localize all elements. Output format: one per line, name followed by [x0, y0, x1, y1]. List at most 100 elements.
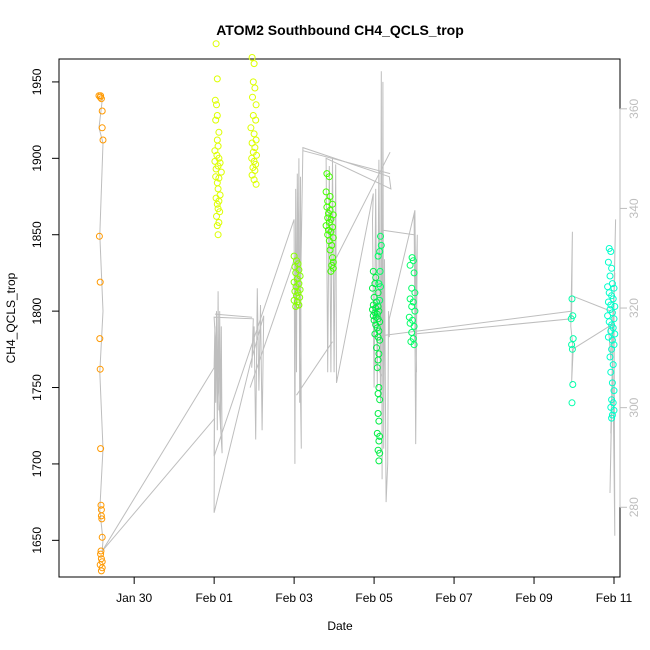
chart-title: ATOM2 Southbound CH4_QCLS_trop [216, 22, 464, 38]
data-point [97, 550, 105, 558]
data-point [215, 174, 223, 182]
data-point [213, 136, 221, 144]
data-point [292, 303, 300, 310]
data-point [609, 361, 617, 369]
data-point [213, 200, 221, 208]
data-point [211, 147, 219, 155]
data-point [410, 341, 418, 349]
data-point [375, 437, 383, 445]
y2-tick-label: 320 [627, 298, 641, 318]
data-point [215, 128, 223, 136]
grey-connector-line [214, 313, 253, 318]
data-point [252, 116, 260, 124]
data-point [611, 303, 619, 310]
data-point [98, 515, 106, 523]
data-point [608, 345, 616, 353]
data-point [408, 284, 416, 292]
data-point [374, 356, 382, 364]
data-point [97, 501, 105, 509]
data-point [376, 336, 384, 344]
y2-tick-label: 360 [627, 98, 641, 118]
data-point [96, 278, 104, 286]
data-point [409, 298, 417, 306]
data-point [329, 200, 336, 208]
data-point [97, 445, 105, 453]
y-axis-label: CH4_QCLS_trop [4, 272, 18, 363]
data-point [98, 564, 106, 572]
x-tick-label: Feb 05 [355, 591, 393, 605]
data-point [211, 96, 219, 104]
data-point [249, 78, 257, 86]
data-point [373, 364, 381, 372]
x-tick-label: Feb 01 [195, 591, 233, 605]
data-point [325, 173, 333, 181]
data-point [607, 301, 615, 309]
data-point [98, 533, 106, 541]
data-point [249, 93, 256, 101]
grey-connector-line [382, 310, 573, 337]
x-axis-label: Date [327, 619, 353, 633]
data-point [97, 92, 105, 100]
plot-area-frame [58, 58, 621, 578]
data-point [99, 136, 107, 144]
data-point [95, 232, 103, 240]
data-point [322, 188, 330, 196]
data-point [376, 296, 384, 304]
data-point [98, 107, 106, 115]
data-point [568, 341, 576, 349]
data-point [96, 365, 104, 373]
data-point [376, 432, 384, 440]
data-point [212, 116, 220, 124]
data-point [251, 144, 259, 152]
data-point [251, 84, 259, 92]
data-point [327, 267, 335, 275]
data-point [213, 75, 221, 83]
data-point [213, 222, 221, 230]
y-tick-label: 1750 [30, 374, 44, 401]
data-point [376, 248, 384, 255]
x-tick-label: Feb 07 [435, 591, 473, 605]
data-point [291, 287, 299, 295]
data-point [324, 214, 332, 222]
y-tick-label: 1700 [30, 450, 44, 477]
grey-trace-line [98, 71, 617, 552]
data-point [213, 112, 221, 119]
y-tick-label: 1900 [30, 145, 44, 172]
x-tick-label: Feb 03 [275, 591, 313, 605]
data-point [96, 335, 104, 343]
data-point [408, 303, 416, 310]
data-point [369, 284, 376, 292]
y2-tick-label: 340 [627, 198, 641, 218]
data-point [608, 411, 616, 419]
grey-connector-line [571, 295, 611, 312]
data-point [213, 212, 220, 220]
data-point [250, 176, 258, 184]
data-point [97, 95, 105, 103]
data-point [610, 284, 618, 292]
grey-connector-line [302, 150, 391, 175]
data-point [213, 101, 220, 109]
y2-tick-label: 280 [627, 497, 641, 517]
x-axis: Jan 30 Feb 01 Feb 03 Feb 05 Feb 07 Feb 09 Feb … [116, 576, 633, 605]
data-point [411, 289, 419, 297]
data-point [610, 406, 618, 414]
data-point [326, 246, 334, 254]
data-point [567, 315, 575, 323]
y-tick-label: 1650 [30, 527, 44, 554]
x-tick-label: Jan 30 [116, 591, 152, 605]
data-point [604, 283, 612, 291]
data-point [568, 399, 576, 407]
y-tick-label: 1850 [30, 221, 44, 248]
scatter-points-group [95, 40, 619, 575]
data-point [216, 191, 224, 199]
data-point [568, 295, 576, 303]
data-point [410, 269, 418, 277]
y2-tick-label: 300 [627, 397, 641, 417]
data-point [252, 101, 260, 109]
data-point [604, 258, 612, 266]
data-point [252, 136, 260, 144]
data-point [609, 295, 617, 303]
data-point [250, 60, 258, 68]
data-point [608, 379, 616, 387]
